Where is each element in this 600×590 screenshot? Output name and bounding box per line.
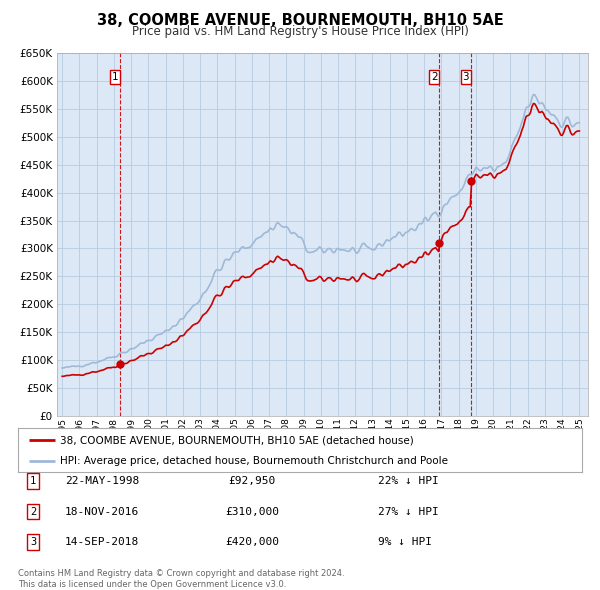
Text: 38, COOMBE AVENUE, BOURNEMOUTH, BH10 5AE (detached house): 38, COOMBE AVENUE, BOURNEMOUTH, BH10 5AE… xyxy=(60,435,414,445)
Text: Price paid vs. HM Land Registry's House Price Index (HPI): Price paid vs. HM Land Registry's House … xyxy=(131,25,469,38)
Text: £420,000: £420,000 xyxy=(225,537,279,547)
Text: 3: 3 xyxy=(30,537,36,547)
Text: 38, COOMBE AVENUE, BOURNEMOUTH, BH10 5AE: 38, COOMBE AVENUE, BOURNEMOUTH, BH10 5AE xyxy=(97,13,503,28)
Text: 2: 2 xyxy=(431,72,437,81)
Text: 14-SEP-2018: 14-SEP-2018 xyxy=(65,537,139,547)
Text: 1: 1 xyxy=(30,476,36,486)
Text: £310,000: £310,000 xyxy=(225,507,279,516)
Text: 1: 1 xyxy=(112,72,119,81)
Text: 22% ↓ HPI: 22% ↓ HPI xyxy=(378,476,439,486)
Text: 27% ↓ HPI: 27% ↓ HPI xyxy=(378,507,439,516)
Text: 9% ↓ HPI: 9% ↓ HPI xyxy=(378,537,432,547)
Text: HPI: Average price, detached house, Bournemouth Christchurch and Poole: HPI: Average price, detached house, Bour… xyxy=(60,456,448,466)
Text: £92,950: £92,950 xyxy=(229,476,275,486)
Text: 18-NOV-2016: 18-NOV-2016 xyxy=(65,507,139,516)
Text: Contains HM Land Registry data © Crown copyright and database right 2024.
This d: Contains HM Land Registry data © Crown c… xyxy=(18,569,344,589)
Text: 22-MAY-1998: 22-MAY-1998 xyxy=(65,476,139,486)
Text: 2: 2 xyxy=(30,507,36,516)
Text: 3: 3 xyxy=(463,72,469,81)
